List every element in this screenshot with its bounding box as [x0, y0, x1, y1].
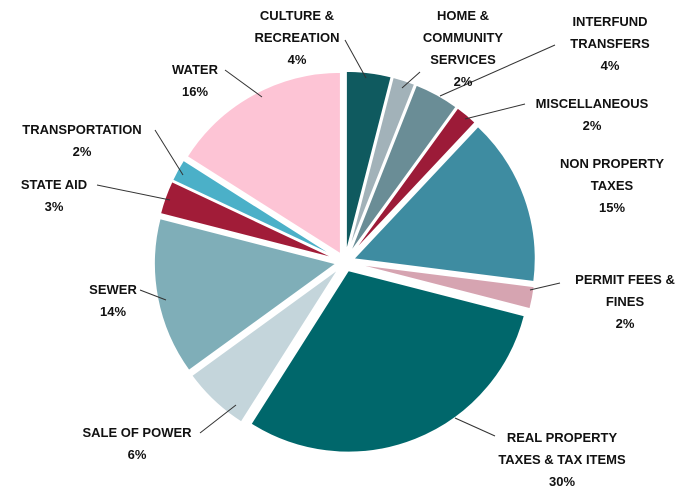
pie-slice	[171, 159, 338, 259]
pie-slice	[350, 106, 477, 256]
pie-slice	[345, 70, 393, 254]
value-label: 4%	[600, 58, 620, 73]
slice-label: HOME & COMMUNITY SERVICES 2%	[413, 5, 513, 93]
value-label: 4%	[287, 52, 307, 67]
pie-slice	[249, 269, 526, 454]
category-name: INTERFUND TRANSFERS	[570, 14, 650, 51]
category-name: STATE AID	[20, 177, 88, 192]
category-name: HOME & COMMUNITY SERVICES	[422, 8, 504, 67]
slice-label: WATER 16%	[155, 59, 235, 103]
slice-label: TRANSPORTATION 2%	[7, 119, 157, 163]
category-name: CULTURE & RECREATION	[254, 8, 340, 45]
value-label: 15%	[598, 200, 626, 215]
category-name: SEWER	[89, 282, 137, 297]
pie-slice	[348, 83, 458, 255]
slice-label: INTERFUND TRANSFERS 4%	[560, 11, 660, 77]
value-label: 6%	[127, 447, 147, 462]
category-name: WATER	[172, 62, 218, 77]
slice-label: STATE AID 3%	[9, 174, 99, 218]
value-label: 3%	[44, 199, 64, 214]
slice-label: PERMIT FEES & FINES 2%	[563, 269, 684, 335]
pie-slice	[190, 267, 340, 424]
pie-slice	[153, 217, 338, 372]
leader-line	[199, 404, 237, 434]
value-label: 16%	[181, 84, 209, 99]
slice-label: MISCELLANEOUS 2%	[522, 93, 662, 137]
leader-line	[454, 417, 496, 437]
leader-line	[344, 39, 367, 79]
pie-slice	[185, 71, 342, 256]
value-label: 2%	[582, 118, 602, 133]
leader-line	[224, 69, 263, 98]
value-label: 2%	[453, 74, 473, 89]
leader-line	[96, 184, 171, 201]
category-name: SALE OF POWER	[82, 425, 192, 440]
leader-line	[154, 129, 184, 176]
leader-line	[401, 71, 421, 89]
slice-label: REAL PROPERTY TAXES & TAX ITEMS 30%	[490, 427, 635, 492]
value-label: 2%	[615, 316, 635, 331]
pie-slice	[159, 180, 337, 260]
leader-line	[464, 103, 526, 120]
slice-label: SEWER 14%	[73, 279, 153, 323]
pie-slice	[351, 125, 537, 283]
value-label: 30%	[548, 474, 576, 489]
category-name: TRANSPORTATION	[22, 122, 142, 137]
leader-line	[139, 289, 167, 301]
category-name: PERMIT FEES & FINES	[575, 272, 675, 309]
slice-label: SALE OF POWER 6%	[67, 422, 207, 466]
value-label: 14%	[99, 304, 127, 319]
leader-line	[529, 282, 561, 291]
slice-label: NON PROPERTY TAXES 15%	[555, 153, 670, 219]
category-name: NON PROPERTY TAXES	[559, 156, 664, 193]
category-name: REAL PROPERTY TAXES & TAX ITEMS	[498, 430, 626, 467]
leader-line	[439, 44, 556, 97]
slice-label: CULTURE & RECREATION 4%	[247, 5, 347, 71]
category-name: MISCELLANEOUS	[535, 96, 649, 111]
value-label: 2%	[72, 144, 92, 159]
pie-slice	[347, 76, 416, 254]
pie-slice	[353, 262, 536, 310]
